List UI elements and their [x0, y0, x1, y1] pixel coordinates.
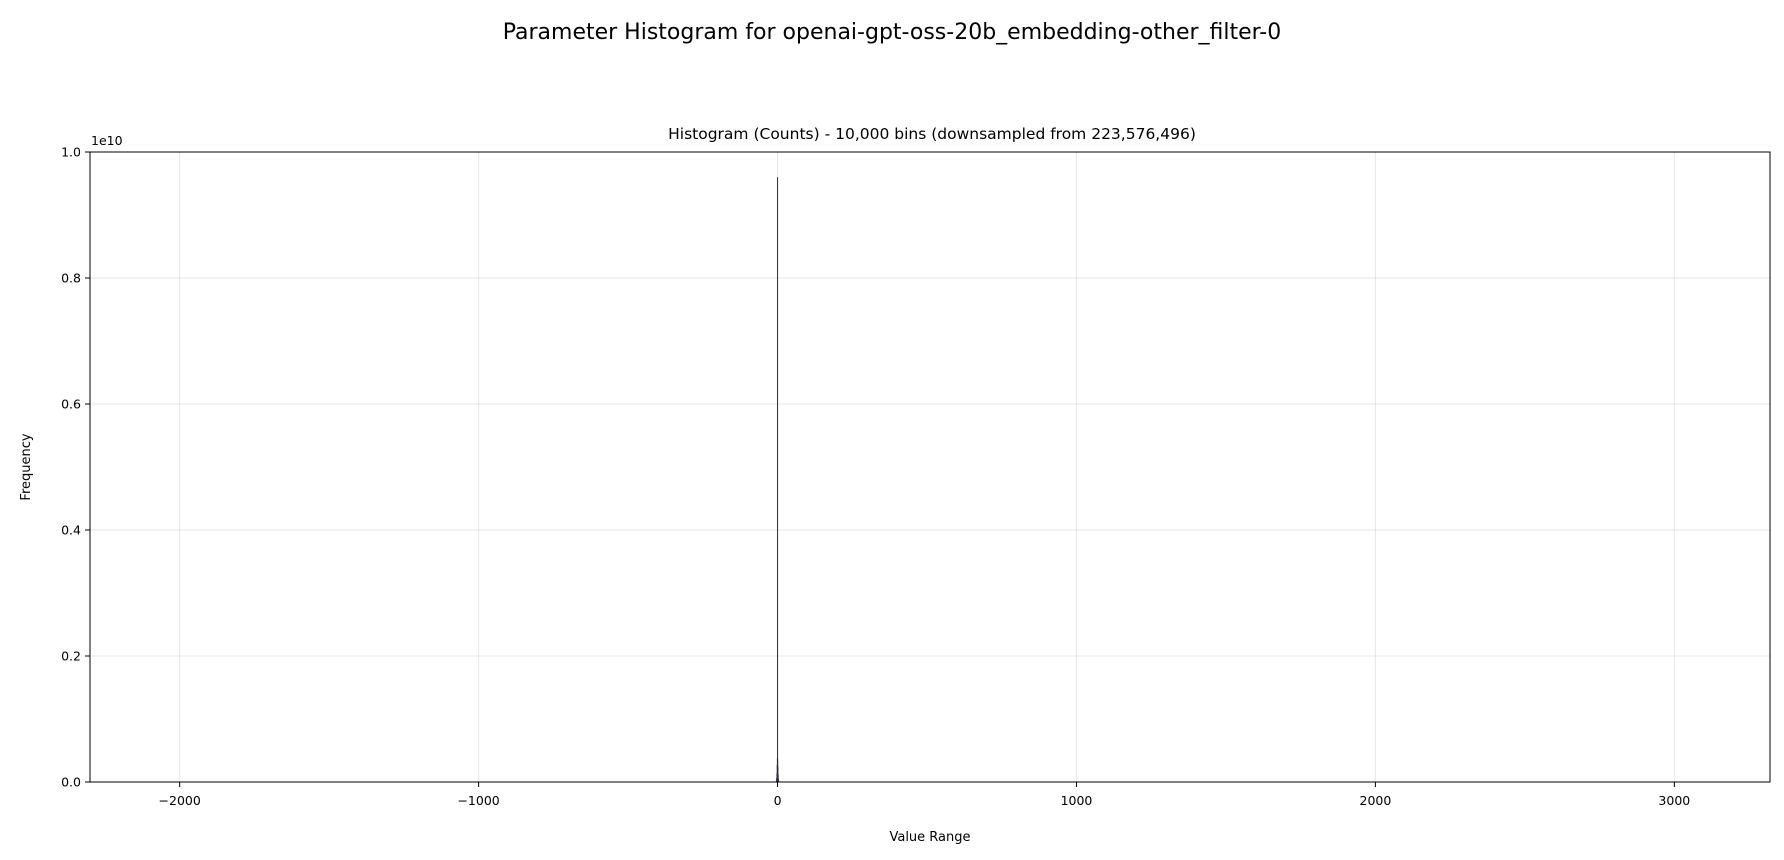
y-tick-label: 0.6: [61, 397, 81, 412]
y-axis-offset-label: 1e10: [91, 133, 123, 148]
axes-title: Histogram (Counts) - 10,000 bins (downsa…: [668, 125, 1196, 143]
x-tick-label: 1000: [1061, 793, 1093, 808]
y-tick-label: 1.0: [61, 145, 81, 160]
x-tick-label: 0: [774, 793, 782, 808]
y-axis-ticks: 0.0 0.2 0.4 0.6 0.8 1.0: [61, 145, 90, 790]
grid: [90, 151, 1770, 783]
histogram-bars: [775, 177, 780, 782]
y-tick-label: 0.4: [61, 523, 81, 538]
histogram-bar: [777, 766, 779, 782]
figure-title: Parameter Histogram for openai-gpt-oss-2…: [503, 20, 1282, 45]
x-axis-ticks: −2000 −1000 0 1000 2000 3000: [159, 782, 1690, 808]
x-tick-label: 3000: [1658, 793, 1690, 808]
y-tick-label: 0.2: [61, 649, 81, 664]
x-tick-label: −2000: [159, 793, 201, 808]
histogram-bar: [777, 177, 779, 782]
x-tick-label: −1000: [457, 793, 499, 808]
y-tick-label: 0.0: [61, 775, 81, 790]
y-axis-label: Frequency: [19, 433, 34, 500]
x-axis-label: Value Range: [889, 830, 970, 845]
axes-frame: [89, 151, 1771, 783]
x-tick-label: 2000: [1360, 793, 1392, 808]
histogram-bar: [777, 774, 779, 782]
y-tick-label: 0.8: [61, 271, 81, 286]
histogram-bar: [777, 778, 779, 782]
